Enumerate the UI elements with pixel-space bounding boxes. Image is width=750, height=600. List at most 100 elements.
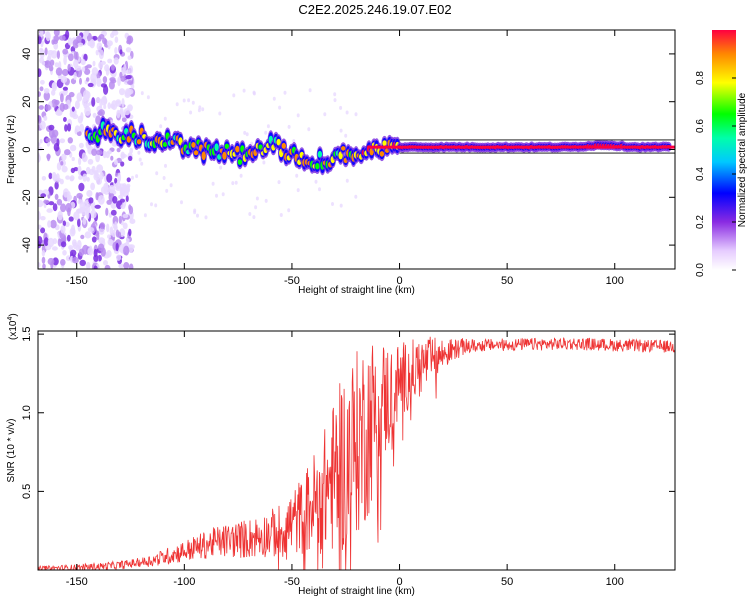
noise-speck xyxy=(60,225,66,234)
noise-speck xyxy=(39,47,44,53)
ridge-core xyxy=(235,145,240,153)
noise-speck xyxy=(80,59,86,66)
noise-speck xyxy=(68,91,75,98)
x-tick-label: 50 xyxy=(501,576,513,588)
noise-speck xyxy=(165,188,169,193)
noise-speck xyxy=(96,77,102,87)
x-tick-label: -50 xyxy=(284,576,300,588)
noise-speck xyxy=(54,181,59,190)
noise-speck xyxy=(61,153,67,161)
noise-speck xyxy=(100,83,107,88)
noise-speck xyxy=(54,62,59,68)
noise-speck xyxy=(80,112,84,122)
noise-speck xyxy=(70,249,77,257)
ridge-core xyxy=(382,140,387,147)
noise-speck xyxy=(354,194,358,199)
noise-speck xyxy=(56,50,61,60)
noise-speck xyxy=(99,98,103,109)
noise-speck xyxy=(354,112,358,117)
noise-speck xyxy=(106,223,110,233)
noise-speck xyxy=(163,116,167,121)
noise-speck xyxy=(189,110,193,115)
noise-speck xyxy=(44,60,51,68)
noise-speck xyxy=(138,157,142,162)
noise-speck xyxy=(121,98,125,108)
noise-speck xyxy=(84,68,91,75)
noise-speck xyxy=(41,176,47,181)
noise-speck xyxy=(150,202,153,207)
noise-speck xyxy=(114,221,118,230)
noise-speck xyxy=(45,104,51,111)
noise-speck xyxy=(107,42,111,50)
noise-speck xyxy=(307,127,311,132)
noise-speck xyxy=(239,173,243,178)
noise-speck xyxy=(40,216,46,221)
noise-speck xyxy=(62,48,69,55)
noise-speck xyxy=(333,98,337,103)
noise-speck xyxy=(198,105,202,110)
snr-frame xyxy=(37,330,676,571)
noise-speck xyxy=(129,218,136,224)
y-tick-label: -40 xyxy=(21,237,33,253)
x-tick-label: 50 xyxy=(501,275,513,287)
colorbar-label: Normalized spectral amplitude xyxy=(737,92,748,227)
noise-speck xyxy=(48,172,53,180)
noise-speck xyxy=(102,150,107,159)
noise-speck xyxy=(84,102,91,108)
snr-xlabel: Height of straight line (km) xyxy=(298,586,415,597)
noise-speck xyxy=(40,193,47,198)
noise-speck xyxy=(95,149,103,156)
noise-speck xyxy=(87,227,94,233)
noise-speck xyxy=(79,77,82,85)
noise-speck xyxy=(55,109,63,116)
noise-speck xyxy=(79,123,85,133)
noise-speck xyxy=(154,203,158,208)
noise-speck xyxy=(131,175,134,180)
noise-speck xyxy=(76,92,83,102)
ridge-core xyxy=(214,143,219,152)
noise-speck xyxy=(331,202,334,206)
x-tick-label: 100 xyxy=(606,576,624,588)
noise-speck xyxy=(118,215,122,224)
y-tick-label: 0.5 xyxy=(21,484,33,499)
noise-speck xyxy=(255,196,259,201)
noise-speck xyxy=(46,153,51,162)
noise-speck xyxy=(296,188,300,193)
noise-speck xyxy=(115,186,122,191)
noise-speck xyxy=(287,124,291,129)
noise-speck xyxy=(105,207,109,216)
noise-speck xyxy=(242,88,246,93)
noise-speck xyxy=(248,212,252,216)
noise-speck xyxy=(86,77,90,82)
noise-speck xyxy=(62,86,68,91)
noise-speck xyxy=(47,237,55,248)
noise-speck xyxy=(89,39,95,49)
noise-speck xyxy=(118,263,125,269)
noise-speck xyxy=(272,96,276,101)
noise-speck xyxy=(262,160,266,165)
noise-speck xyxy=(125,75,132,80)
noise-speck xyxy=(278,105,282,110)
noise-speck xyxy=(64,124,68,132)
ridge-core xyxy=(237,159,243,165)
noise-speck xyxy=(126,39,132,45)
noise-speck xyxy=(175,102,179,107)
noise-speck xyxy=(47,50,54,55)
noise-speck xyxy=(308,88,312,93)
ridge-core xyxy=(379,151,385,157)
noise-speck xyxy=(78,182,85,192)
noise-speck xyxy=(110,64,115,71)
noise-speck xyxy=(191,100,195,105)
noise-speck xyxy=(38,105,44,110)
noise-speck xyxy=(107,234,111,239)
noise-speck xyxy=(140,161,144,166)
noise-speck xyxy=(76,131,82,137)
noise-speck xyxy=(90,201,96,211)
snr-ylabel: SNR (10 * v/v) xyxy=(6,419,17,483)
noise-speck xyxy=(96,164,104,173)
noise-speck xyxy=(41,256,46,264)
noise-speck xyxy=(110,209,117,216)
noise-speck xyxy=(94,204,101,209)
noise-speck xyxy=(38,200,44,208)
